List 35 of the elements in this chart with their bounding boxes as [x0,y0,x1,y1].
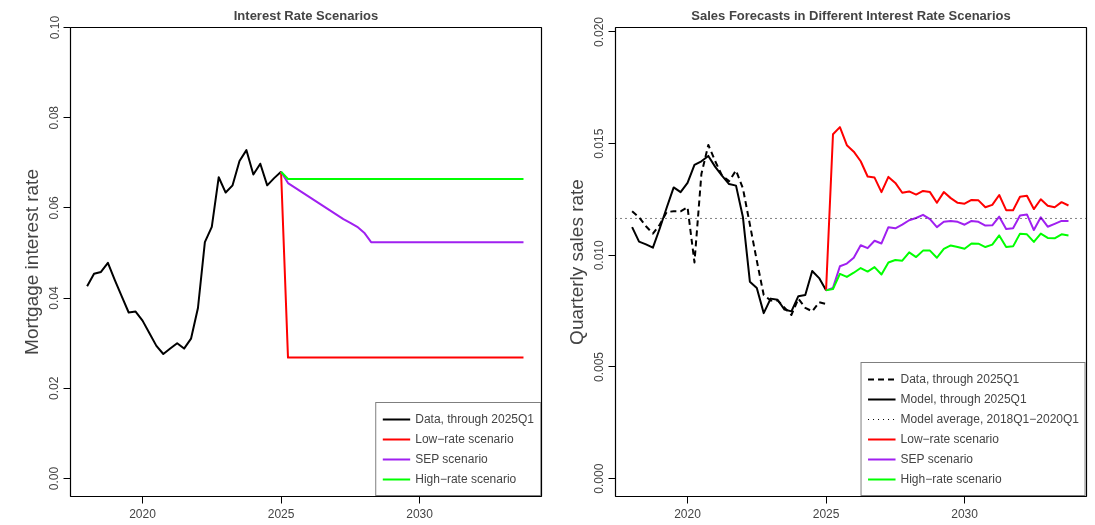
y-tick-label: 0.02 [47,376,62,400]
chart-title: Interest Rate Scenarios [233,7,379,23]
legend-label: Data, through 2025Q1 [415,412,534,426]
x-tick-label: 2020 [129,506,157,521]
y-tick-label: 0.005 [592,351,607,382]
y-axis-title: Quarterly sales rate [565,179,587,345]
line-series [825,213,1070,292]
x-tick-label: 2025 [267,506,295,521]
y-axis-title: Mortgage interest rate [20,169,42,355]
y-tick-label: 0.10 [47,15,62,40]
legend-label: High−rate scenario [415,472,517,486]
line-series [825,232,1070,292]
legend-label: SEP scenario [415,452,488,466]
line-series [86,149,283,355]
legend-label: Model average, 2018Q1−2020Q1 [900,412,1079,426]
x-tick-label: 2030 [951,506,979,521]
y-tick-label: 0.020 [592,16,607,47]
y-tick-label: 0.08 [47,105,62,130]
line-series [825,126,1070,292]
y-tick-label: 0.000 [592,463,607,494]
y-tick-label: 0.00 [47,466,62,491]
x-tick-label: 2020 [674,506,702,521]
y-tick-label: 0.010 [592,239,607,271]
y-tick-label: 0.04 [47,286,62,310]
legend-label: Data, through 2025Q1 [900,372,1020,386]
legend-label: Model, through 2025Q1 [900,392,1027,406]
y-tick-label: 0.015 [592,128,607,159]
y-tick-label: 0.06 [47,195,62,220]
legend-label: SEP scenario [900,452,974,466]
x-tick-label: 2025 [812,506,840,521]
x-tick-label: 2030 [406,506,434,521]
chart-title: Sales Forecasts in Different Interest Rate Scenarios [691,7,1011,23]
legend-label: Low−rate scenario [900,432,999,446]
legend-label: Low−rate scenario [415,432,514,446]
legend-label: High−rate scenario [900,472,1002,486]
